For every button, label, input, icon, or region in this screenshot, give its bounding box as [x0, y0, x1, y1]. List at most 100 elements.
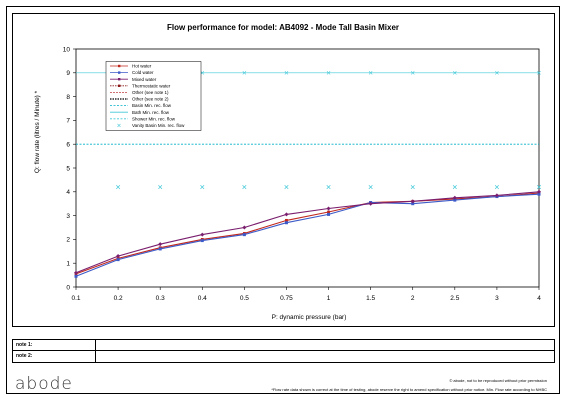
data-sheet: Flow performance for model: AB4092 - Mod… [6, 6, 560, 394]
series-point-mixed-water [116, 254, 121, 259]
legend-marker-hot-water [118, 64, 121, 68]
legend-label-hot-water: Hot water [132, 64, 152, 69]
x-tick-label: 2 [411, 295, 415, 302]
series-point-cold-water [74, 274, 78, 278]
series-point-cold-water [537, 192, 541, 196]
note-1-value [95, 340, 554, 350]
x-tick-label: 4 [537, 295, 541, 302]
y-tick-label: 9 [66, 70, 70, 77]
series-point-mixed-water [494, 193, 499, 198]
y-tick-label: 1 [66, 261, 70, 268]
x-tick-label: 2.5 [450, 295, 459, 302]
series-point-hot-water [327, 210, 330, 214]
legend-label-cold-water: Cold water [132, 70, 154, 75]
note-1-label: note 1: [16, 342, 33, 348]
note-2-label: note 2: [16, 353, 33, 359]
series-point-cold-water [327, 212, 331, 216]
series-point-cold-water [116, 258, 120, 262]
legend-swatch-vanity-basin-min-rec-flow [117, 123, 121, 128]
series-point-bath-min-rec-flow [242, 70, 247, 75]
legend-marker-thermostatic-water [118, 84, 121, 87]
series-point-vanity-basin-min-rec-flow [326, 184, 331, 190]
flow-chart: Flow performance for model: AB4092 - Mod… [34, 23, 542, 321]
series-point-vanity-basin-min-rec-flow [368, 184, 373, 190]
y-tick-label: 0 [66, 284, 70, 291]
series-point-vanity-basin-min-rec-flow [242, 184, 247, 190]
series-point-vanity-basin-min-rec-flow [452, 184, 457, 190]
legend-label-vanity-basin-min-rec-flow: Vanity Basin Min. rec. flow [132, 123, 185, 128]
series-point-mixed-water [158, 242, 163, 247]
series-point-mixed-water [74, 270, 78, 275]
y-tick-label: 2 [66, 237, 70, 244]
series-point-cold-water [158, 247, 162, 251]
y-tick-label: 7 [66, 118, 70, 125]
x-tick-label: 0.3 [156, 295, 165, 302]
series-point-hot-water [285, 218, 288, 222]
series-point-mixed-water [284, 212, 289, 217]
note-2-value [95, 351, 554, 362]
series-point-cold-water [242, 233, 246, 237]
series-point-mixed-water [410, 199, 415, 204]
legend-label-mixed-water: Mixed water [132, 77, 157, 82]
x-tick-label: 1.5 [366, 295, 375, 302]
y-axis-label: Q: flow rate (litres / Minute) * [34, 90, 41, 173]
series-point-bath-min-rec-flow [495, 70, 499, 75]
series-line-cold-water [75, 193, 540, 277]
x-tick-label: 0.4 [198, 295, 207, 302]
x-tick-label: 0.1 [71, 295, 80, 302]
series-point-bath-min-rec-flow [453, 70, 457, 75]
x-tick-label: 0.5 [240, 295, 249, 302]
series-point-vanity-basin-min-rec-flow [494, 184, 499, 190]
abode-logo: abode [15, 374, 73, 394]
series-point-vanity-basin-min-rec-flow [284, 184, 289, 190]
legend-label-thermostatic-water: Thermostatic water [132, 83, 171, 88]
y-tick-label: 5 [66, 165, 70, 172]
series-point-mixed-water [242, 225, 247, 230]
series-point-vanity-basin-min-rec-flow [158, 184, 163, 190]
x-tick-label: 1 [327, 295, 331, 302]
y-tick-label: 10 [63, 46, 71, 53]
series-line-mixed-water [75, 191, 540, 274]
series-point-cold-water [284, 221, 288, 225]
legend-marker-mixed-water [118, 78, 121, 81]
series-point-cold-water [453, 198, 457, 202]
x-tick-label: 3 [495, 295, 499, 302]
series-point-vanity-basin-min-rec-flow [200, 184, 205, 190]
y-tick-label: 3 [66, 213, 70, 220]
flow-rate-disclaimer: *Flow rate data shown is correct at the … [271, 387, 547, 392]
series-point-bath-min-rec-flow [410, 70, 415, 75]
series-point-mixed-water [326, 206, 331, 211]
legend-label-bath-min-rec-flow: Bath Min. rec. flow [132, 110, 170, 115]
copyright-notice: © abode, not to be reproduced without pr… [449, 378, 547, 383]
series-point-cold-water [200, 239, 204, 243]
series-line-hot-water [75, 192, 540, 275]
chart-frame: Flow performance for model: AB4092 - Mod… [12, 13, 555, 327]
series-point-mixed-water [368, 201, 373, 206]
legend-label-other-see-note-1: Other (see note 1) [132, 90, 169, 95]
series-point-bath-min-rec-flow [537, 70, 541, 75]
x-tick-label: 0.75 [280, 295, 293, 302]
legend-label-basin-min-rec-flow: Basin Min. rec. flow [132, 103, 172, 108]
series-point-vanity-basin-min-rec-flow [536, 184, 542, 190]
series-point-bath-min-rec-flow [368, 70, 373, 75]
chart-title: Flow performance for model: AB4092 - Mod… [167, 23, 399, 32]
legend-marker-cold-water [118, 71, 121, 74]
y-tick-label: 4 [66, 189, 70, 196]
notes-table: note 1: note 2: [12, 339, 555, 363]
series-point-mixed-water [452, 195, 457, 200]
x-axis-label: P: dynamic pressure (bar) [272, 314, 347, 321]
series-point-mixed-water [537, 189, 541, 194]
legend-label-shower-min-rec-flow: Shower Min. rec. flow [132, 116, 176, 121]
legend-label-other-see-note-2: Other (see note 2) [132, 97, 169, 102]
y-tick-label: 8 [66, 94, 70, 101]
series-point-vanity-basin-min-rec-flow [410, 184, 415, 190]
note-row-1: note 1: [13, 340, 554, 351]
series-point-bath-min-rec-flow [284, 70, 289, 75]
note-row-2: note 2: [13, 351, 554, 362]
series-point-mixed-water [200, 232, 205, 237]
series-point-cold-water [411, 202, 415, 206]
x-tick-label: 0.2 [114, 295, 123, 302]
y-tick-label: 6 [66, 142, 70, 149]
series-point-vanity-basin-min-rec-flow [116, 184, 121, 190]
